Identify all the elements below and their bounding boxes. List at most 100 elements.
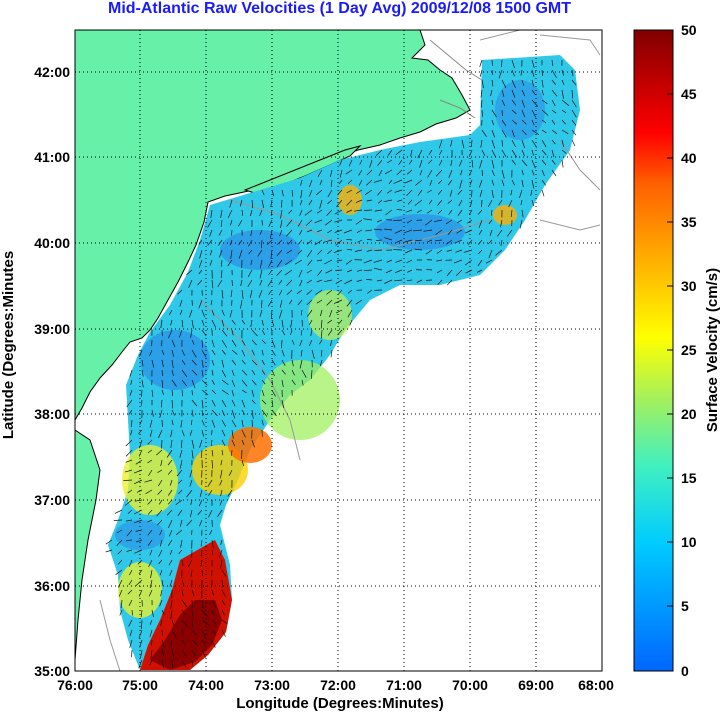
- map-layers: [75, 30, 601, 671]
- velocity-arrow: [406, 189, 413, 196]
- velocity-arrow: [231, 429, 234, 439]
- velocity-arrow: [315, 189, 323, 196]
- velocity-arrow: [366, 239, 373, 241]
- velocity-arrow: [190, 569, 193, 577]
- velocity-arrow: [317, 169, 323, 177]
- velocity-arrow: [126, 529, 133, 537]
- velocity-arrow: [269, 229, 273, 239]
- velocity-arrow: [268, 289, 273, 296]
- velocity-arrow: [501, 89, 505, 97]
- velocity-arrow: [138, 589, 143, 597]
- velocity-arrow: [280, 219, 283, 229]
- velocity-arrow: [359, 159, 363, 165]
- velocity-arrow: [211, 339, 215, 348]
- velocity-arrow: [291, 379, 296, 386]
- velocity-arrow: [373, 179, 383, 183]
- velocity-arrow: [491, 169, 495, 177]
- x-tick-label: 74:00: [188, 677, 224, 693]
- velocity-arrow: [520, 199, 523, 205]
- velocity-arrow: [133, 469, 143, 474]
- velocity-arrow: [385, 209, 393, 216]
- velocity-arrow: [327, 199, 333, 205]
- velocity-arrow: [171, 649, 175, 659]
- velocity-arrow: [531, 159, 536, 169]
- velocity-arrow: [449, 189, 453, 197]
- velocity-arrow: [159, 599, 163, 607]
- velocity-arrow: [426, 269, 433, 271]
- velocity-arrow: [168, 529, 173, 537]
- velocity-arrow: [319, 359, 323, 367]
- velocity-arrow: [171, 619, 175, 626]
- velocity-arrow: [307, 259, 313, 266]
- velocity-arrow: [339, 159, 343, 166]
- velocity-arrow: [181, 659, 187, 668]
- velocity-arrow: [491, 129, 496, 138]
- velocity-arrow: [551, 109, 557, 114]
- colorbar-tick-label: 50: [681, 22, 697, 38]
- velocity-arrow: [455, 269, 463, 276]
- x-tick-label: 70:00: [452, 677, 488, 693]
- velocity-arrow: [491, 59, 493, 67]
- y-tick-label: 42:00: [34, 64, 70, 80]
- colorbar-tick-label: 35: [681, 214, 697, 230]
- velocity-arrow: [145, 489, 153, 495]
- velocity-arrow: [521, 119, 527, 125]
- velocity-arrow: [171, 659, 174, 668]
- velocity-arrow: [169, 549, 173, 556]
- velocity-arrow: [125, 439, 133, 447]
- velocity-arrow: [501, 99, 506, 106]
- velocity-arrow: [511, 109, 517, 114]
- velocity-arrow: [126, 399, 133, 408]
- velocity-arrow: [465, 229, 473, 234]
- velocity-arrow: [377, 189, 383, 196]
- velocity-arrow: [395, 259, 403, 263]
- velocity-arrow: [531, 109, 537, 118]
- velocity-arrow: [308, 179, 313, 188]
- velocity-arrow: [479, 159, 483, 169]
- velocity-arrow: [169, 579, 173, 587]
- velocity-arrow: [191, 599, 194, 608]
- velocity-arrow: [161, 389, 164, 395]
- velocity-arrow: [128, 559, 133, 567]
- velocity-arrow: [357, 269, 363, 272]
- velocity-arrow: [300, 189, 303, 199]
- velocity-arrow: [394, 279, 403, 282]
- velocity-arrow: [406, 169, 413, 175]
- velocity-arrow: [147, 519, 153, 523]
- velocity-arrow: [241, 439, 245, 446]
- velocity-arrow: [427, 239, 433, 243]
- velocity-arrow: [326, 299, 333, 306]
- velocity-arrow: [284, 259, 293, 266]
- velocity-arrow: [125, 519, 133, 522]
- x-tick-label: 76:00: [57, 677, 93, 693]
- colorbar: [633, 29, 674, 672]
- velocity-arrow: [300, 309, 303, 316]
- velocity-arrow: [551, 139, 556, 145]
- velocity-arrow: [457, 209, 463, 216]
- velocity-arrow: [167, 539, 173, 546]
- velocity-arrow: [248, 249, 253, 255]
- velocity-arrow: [507, 229, 513, 237]
- velocity-arrow: [170, 599, 173, 609]
- velocity-arrow: [531, 129, 540, 136]
- velocity-arrow: [191, 389, 193, 396]
- velocity-arrow: [157, 469, 163, 473]
- velocity-arrow: [491, 79, 494, 87]
- velocity-arrow: [467, 219, 473, 224]
- velocity-arrow: [181, 619, 188, 627]
- velocity-arrow: [211, 359, 215, 366]
- velocity-arrow: [300, 179, 303, 186]
- velocity-arrow: [211, 639, 216, 648]
- velocity-arrow: [413, 229, 423, 232]
- velocity-arrow: [406, 219, 413, 224]
- velocity-arrow: [241, 449, 243, 459]
- velocity-arrow: [158, 479, 163, 487]
- velocity-arrow: [481, 169, 484, 176]
- velocity-arrow: [160, 619, 163, 627]
- velocity-arrow: [221, 409, 226, 416]
- velocity-arrow: [259, 209, 263, 217]
- velocity-arrow: [191, 609, 194, 619]
- velocity-arrow: [141, 359, 144, 367]
- velocity-arrow: [310, 369, 313, 379]
- velocity-arrow: [384, 279, 393, 284]
